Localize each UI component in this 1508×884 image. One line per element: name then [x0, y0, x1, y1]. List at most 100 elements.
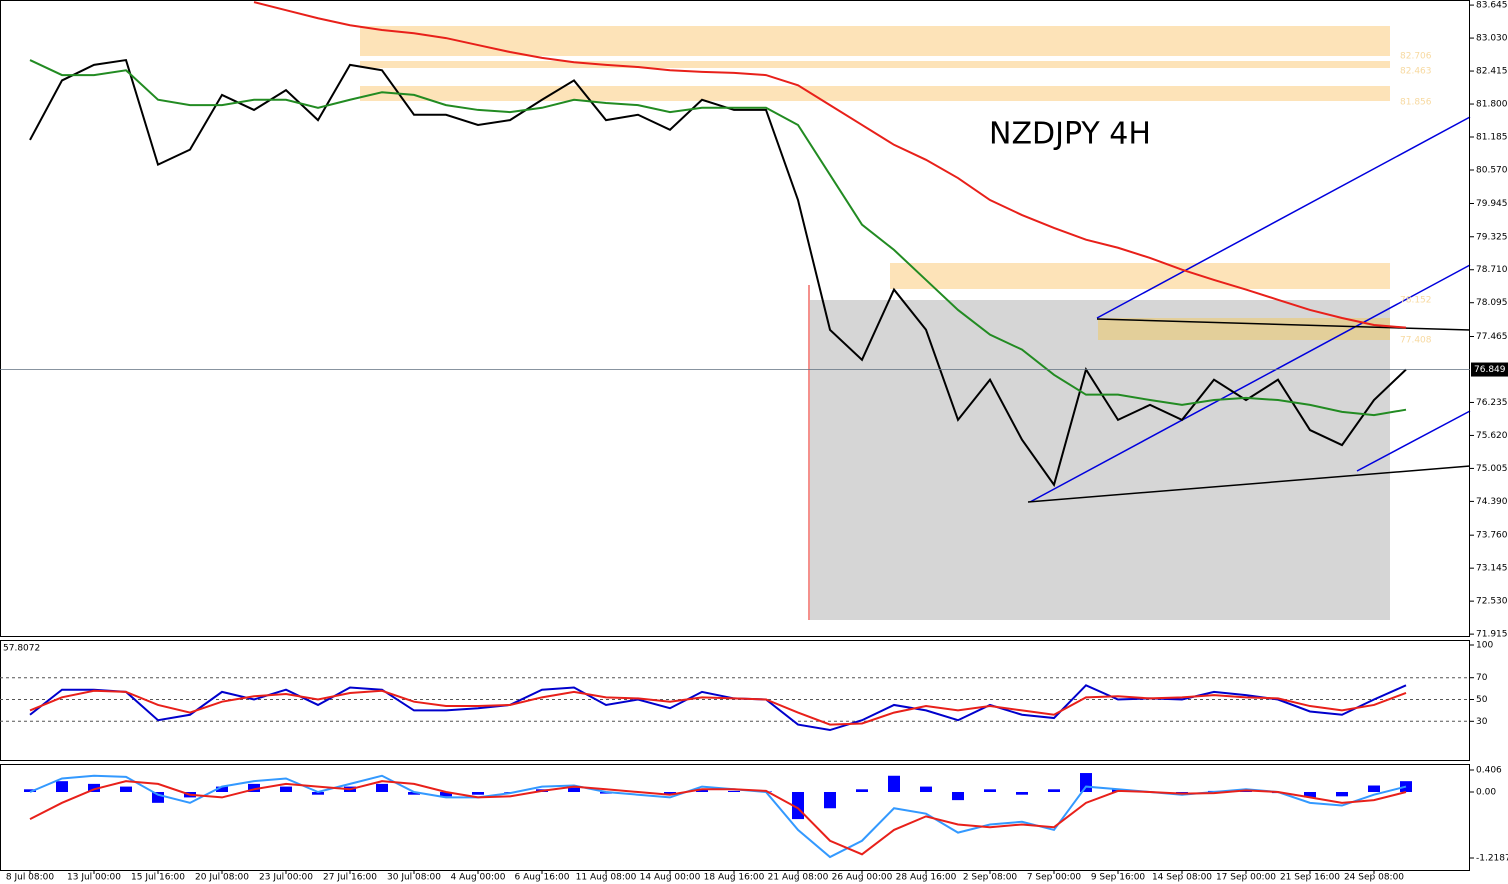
x-tick-label: 14 Sep 08:00 — [1152, 873, 1212, 883]
histogram-bar — [952, 792, 964, 801]
y-tick-label: 76.235 — [1476, 398, 1508, 408]
supply-zone — [360, 86, 1390, 101]
y-tick-label: 78.710 — [1476, 265, 1508, 275]
channel-line — [1096, 116, 1471, 319]
x-tick-label: 4 Aug 00:00 — [451, 873, 506, 883]
histogram-bar — [216, 786, 228, 793]
x-tick-label: 30 Jul 08:00 — [387, 873, 441, 883]
histogram-bar — [1304, 792, 1316, 798]
current-price-label: 76.849 — [1474, 365, 1506, 375]
histogram-bar — [568, 787, 580, 793]
histogram-bar — [1048, 789, 1060, 793]
histogram-bar — [440, 792, 452, 797]
y-tick-label: 81.800 — [1476, 100, 1508, 110]
x-tick-label: 9 Sep 16:00 — [1091, 873, 1146, 883]
chart-title: NZDJPY 4H — [989, 117, 1151, 152]
y-tick-label: -1.2187 — [1476, 854, 1508, 864]
x-tick-label: 15 Jul 16:00 — [131, 873, 185, 883]
x-tick-label: 8 Jul 08:00 — [6, 873, 55, 883]
current-price-box — [1471, 362, 1508, 377]
histogram-bar — [856, 789, 868, 793]
y-tick-label: 82.415 — [1476, 67, 1508, 77]
y-tick-label: 79.945 — [1476, 199, 1508, 209]
x-tick-label: 7 Sep 00:00 — [1027, 873, 1082, 883]
series-line — [29, 689, 1407, 726]
zone-label: 77.408 — [1400, 336, 1432, 346]
y-tick-label: 73.145 — [1476, 564, 1508, 574]
y-tick-label: 83.645 — [1476, 1, 1508, 11]
supply-zone — [360, 26, 1390, 56]
x-tick-label: 20 Jul 08:00 — [195, 873, 249, 883]
y-tick-label: 0.00 — [1476, 788, 1496, 798]
histogram-bar — [664, 792, 676, 795]
y-tick-label: 70 — [1476, 673, 1488, 683]
rsi-title: 57.8072 — [3, 644, 40, 654]
x-tick-label: 17 Sep 00:00 — [1216, 873, 1276, 883]
histogram-bar — [1080, 773, 1092, 793]
y-tick-label: 79.325 — [1476, 232, 1508, 242]
zone-label: 82.463 — [1400, 67, 1432, 77]
y-tick-label: 30 — [1476, 717, 1488, 727]
x-tick-label: 23 Jul 00:00 — [259, 873, 313, 883]
x-tick-label: 2 Sep 08:00 — [963, 873, 1018, 883]
histogram-bar — [1336, 792, 1348, 797]
supply-zone — [360, 61, 1390, 68]
y-tick-label: 77.465 — [1476, 332, 1508, 342]
x-tick-label: 26 Aug 00:00 — [832, 873, 893, 883]
series-line — [29, 59, 1407, 417]
histogram-bar — [920, 786, 932, 793]
zones — [360, 26, 1390, 620]
histogram-bar — [248, 783, 260, 793]
histogram-bar — [728, 790, 740, 793]
histogram-bar — [824, 792, 836, 809]
y-tick-label: 75.620 — [1476, 431, 1508, 441]
x-tick-label: 24 Sep 08:00 — [1344, 873, 1404, 883]
x-tick-label: 11 Aug 08:00 — [576, 873, 637, 883]
histogram-bar — [56, 781, 68, 793]
x-tick-label: 14 Aug 00:00 — [640, 873, 701, 883]
series-line — [29, 58, 1407, 488]
y-tick-label: 0.406 — [1476, 766, 1502, 776]
y-tick-label: 81.185 — [1476, 133, 1508, 143]
frame — [0, 0, 1470, 637]
x-tick-label: 21 Sep 16:00 — [1280, 873, 1340, 883]
supply-zone — [890, 263, 1390, 289]
x-tick-label: 27 Jul 16:00 — [323, 873, 377, 883]
y-tick-label: 71.915 — [1476, 630, 1508, 640]
frame — [0, 764, 1470, 871]
histogram-bar — [696, 788, 708, 793]
histogram-bar — [1016, 792, 1028, 795]
y-tick-label: 100 — [1476, 641, 1493, 651]
histogram-bar — [1368, 785, 1380, 793]
histogram-bar — [376, 783, 388, 793]
y-tick-label: 74.390 — [1476, 497, 1508, 507]
histogram-bar — [280, 786, 292, 793]
trendlines — [1027, 116, 1471, 503]
histogram-bar — [120, 786, 132, 793]
channel-line — [1029, 264, 1471, 503]
histogram-bar — [408, 792, 420, 795]
zone-label: 78.152 — [1400, 296, 1432, 306]
histogram-bar — [984, 789, 996, 793]
supply-zone — [1098, 318, 1390, 340]
range-box — [810, 300, 1390, 620]
histogram-bar — [888, 775, 900, 793]
triangle-line — [1096, 318, 1471, 331]
series-line — [253, 1, 1407, 329]
x-tick-label: 28 Aug 16:00 — [896, 873, 957, 883]
series-line — [29, 780, 1407, 856]
series-line — [29, 684, 1407, 732]
zone-label: 81.856 — [1400, 98, 1432, 108]
histogram-bar — [1176, 792, 1188, 794]
x-tick-label: 13 Jul 00:00 — [67, 873, 121, 883]
channel-line — [1356, 410, 1471, 472]
y-tick-label: 83.030 — [1476, 34, 1508, 44]
x-tick-label: 18 Aug 16:00 — [704, 873, 765, 883]
triangle-line — [1027, 465, 1471, 503]
y-tick-label: 72.530 — [1476, 597, 1508, 607]
y-tick-label: 73.760 — [1476, 531, 1508, 541]
histogram-bar — [88, 783, 100, 793]
frames — [0, 0, 1470, 871]
histogram-bar — [472, 792, 484, 795]
